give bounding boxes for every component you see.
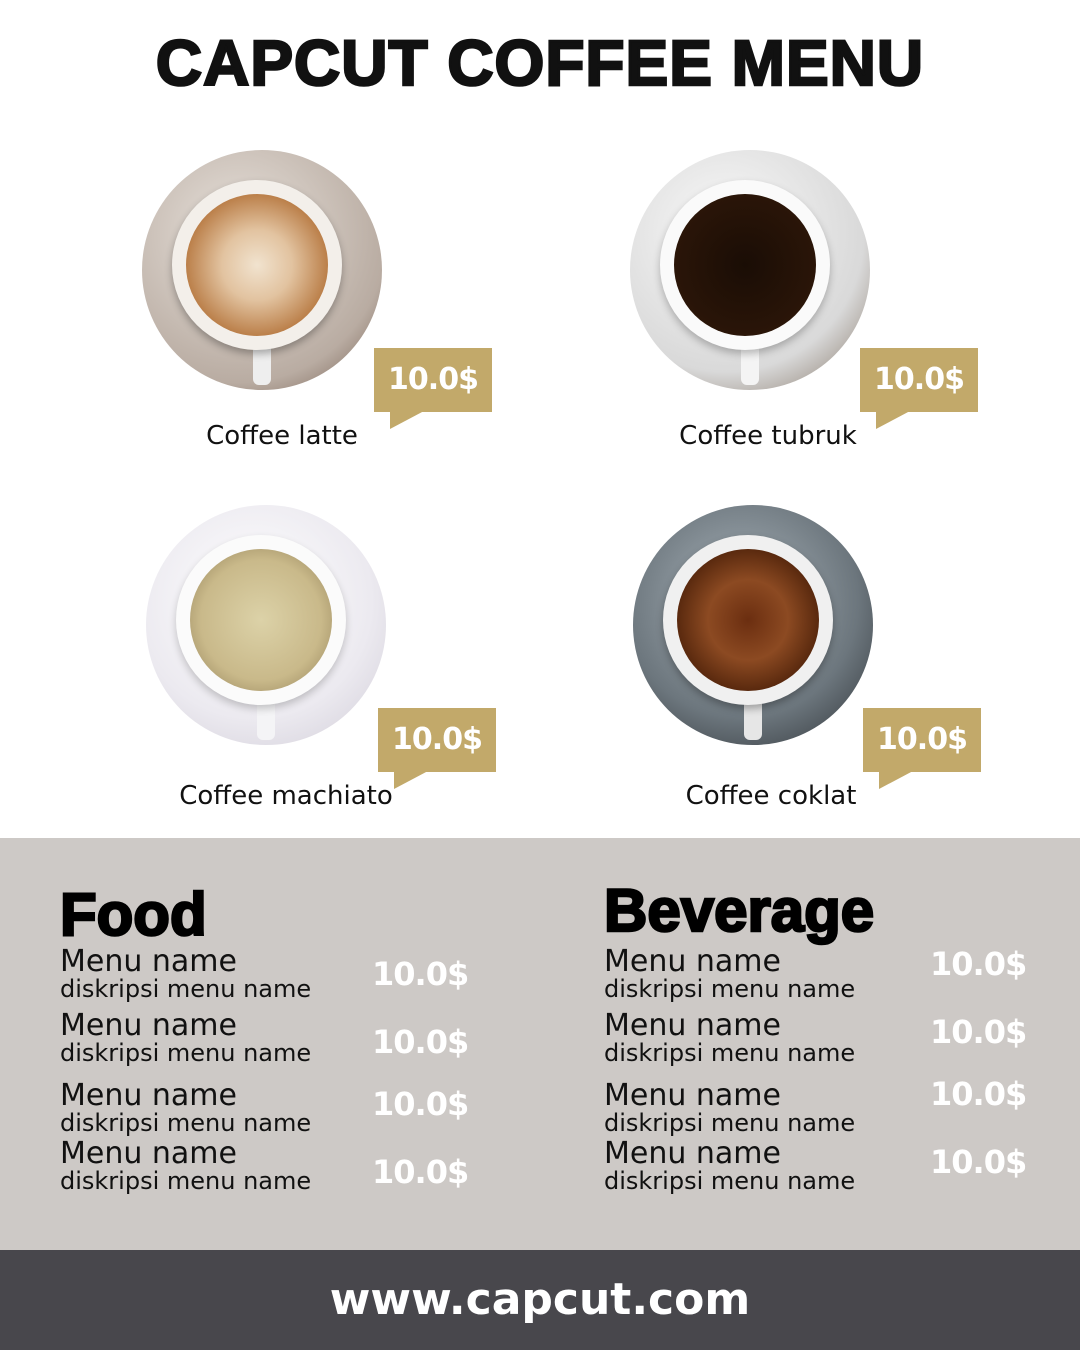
item-description: diskripsi menu name — [60, 975, 312, 1003]
beverage-heading: Beverage — [603, 876, 876, 946]
item-description: diskripsi menu name — [60, 1039, 312, 1067]
item-description: diskripsi menu name — [60, 1109, 312, 1137]
price-tag: 10.0$ — [374, 348, 492, 429]
item-name: Menu name — [60, 1136, 237, 1171]
price-tag: 10.0$ — [860, 348, 978, 429]
item-price: 10.0$ — [930, 945, 1027, 983]
item-name: Menu name — [604, 1078, 781, 1113]
item-name: Menu name — [60, 944, 237, 979]
item-price: 10.0$ — [372, 1153, 469, 1191]
item-description: diskripsi menu name — [604, 975, 856, 1003]
price-tag: 10.0$ — [863, 708, 981, 789]
item-name: Menu name — [60, 1078, 237, 1113]
item-price: 10.0$ — [372, 1023, 469, 1061]
item-description: diskripsi menu name — [60, 1167, 312, 1195]
food-item: Menu name diskripsi menu name — [60, 944, 312, 1003]
item-price: 10.0$ — [930, 1143, 1027, 1181]
beverage-item: Menu name diskripsi menu name — [604, 1078, 856, 1137]
menu-list-section — [0, 838, 1080, 1250]
coffee-tubruk-image — [630, 150, 870, 390]
item-description: diskripsi menu name — [604, 1109, 856, 1137]
featured-name: Coffee machiato — [179, 781, 393, 811]
item-name: Menu name — [604, 944, 781, 979]
beverage-item: Menu name diskripsi menu name — [604, 1136, 856, 1195]
featured-name: Coffee coklat — [685, 781, 857, 811]
coffee-coklat-image — [633, 505, 873, 745]
item-name: Menu name — [60, 1008, 237, 1043]
item-price: 10.0$ — [930, 1013, 1027, 1051]
item-price: 10.0$ — [372, 955, 469, 993]
food-item: Menu name diskripsi menu name — [60, 1078, 312, 1137]
beverage-item: Menu name diskripsi menu name — [604, 1008, 856, 1067]
featured-name: Coffee tubruk — [679, 421, 857, 451]
coffee-latte-image — [142, 150, 382, 390]
coffee-machiato-image — [146, 505, 386, 745]
featured-name: Coffee latte — [206, 421, 358, 451]
food-item: Menu name diskripsi menu name — [60, 1008, 312, 1067]
item-description: diskripsi menu name — [604, 1039, 856, 1067]
price-tag: 10.0$ — [378, 708, 496, 789]
page-title: CAPCUT COFFEE MENU — [155, 26, 925, 101]
item-name: Menu name — [604, 1008, 781, 1043]
item-price: 10.0$ — [372, 1085, 469, 1123]
item-description: diskripsi menu name — [604, 1167, 856, 1195]
footer-url[interactable]: www.capcut.com — [0, 1250, 1080, 1350]
item-price: 10.0$ — [930, 1075, 1027, 1113]
item-name: Menu name — [604, 1136, 781, 1171]
food-heading: Food — [59, 880, 208, 950]
beverage-item: Menu name diskripsi menu name — [604, 944, 856, 1003]
food-item: Menu name diskripsi menu name — [60, 1136, 312, 1195]
